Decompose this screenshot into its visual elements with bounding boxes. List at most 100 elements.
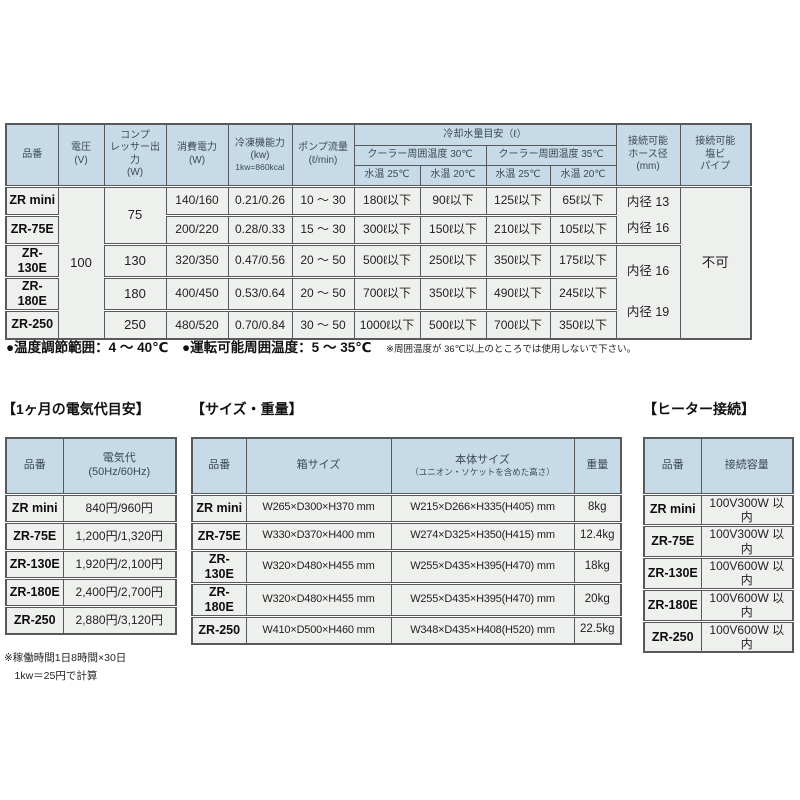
- cell-cooling-30-20: 150ℓ以下: [419, 213, 487, 245]
- table-row: ZR-250 250 480/520 0.70/0.84 30 ～ 50 100…: [5, 308, 751, 340]
- cell-model: ZR mini: [643, 492, 702, 527]
- cell-capacity: 100V600W 以内: [700, 619, 794, 653]
- cell-cost: 840円/960円: [62, 492, 177, 523]
- cell-cooling-35-25: 350ℓ以下: [485, 242, 551, 278]
- ambient-warning-note: ※周囲温度が 36℃以上のところでは使用しないで下さい。: [386, 344, 637, 355]
- cell-cooling-30-25: 300ℓ以下: [353, 213, 421, 245]
- cell-box-size: W320×D480×H455 mm: [245, 581, 392, 617]
- spec-header-water-25a: 水温 25℃: [353, 164, 421, 187]
- cell-model: ZR mini: [191, 492, 247, 523]
- cell-model: ZR-180E: [643, 587, 702, 622]
- cell-power: 320/350: [165, 242, 229, 278]
- cell-cost: 2,880円/3,120円: [62, 604, 177, 635]
- cell-model: ZR mini: [5, 492, 64, 523]
- cell-refrigeration: 0.53/0.64: [227, 275, 293, 311]
- cell-body-size: W348×D435×H408(H520) mm: [390, 614, 575, 645]
- spec-header-cooling-group: 冷却水量目安（ℓ）: [353, 123, 617, 146]
- cell-refrigeration: 0.28/0.33: [227, 213, 293, 245]
- cell-model: ZR mini: [5, 184, 59, 216]
- cell-cooling-30-20: 500ℓ以下: [419, 308, 487, 340]
- cell-capacity: 100V600W 以内: [700, 556, 794, 590]
- size-header-body: 本体サイズ （ユニオン・ソケットを含めた高さ）: [390, 437, 575, 495]
- cell-model: ZR-130E: [643, 556, 702, 590]
- cell-body-size: W255×D435×H395(H470) mm: [390, 581, 575, 617]
- cell-model: ZR-180E: [191, 581, 247, 617]
- spec-notes: ●温度調節範囲：4 ～ 40℃ ●運転可能周囲温度：5 ～ 35℃ ※周囲温度が…: [6, 336, 636, 357]
- cell-pump: 20 ～ 50: [291, 242, 355, 278]
- cell-cooling-35-20: 245ℓ以下: [549, 275, 617, 311]
- spec-header-pvc: 接続可能 塩ビ パイプ: [679, 123, 752, 187]
- cell-cooling-30-25: 500ℓ以下: [353, 242, 421, 278]
- cell-pump: 15 ～ 30: [291, 213, 355, 245]
- cell-model: ZR-130E: [5, 242, 59, 278]
- table-row: ZR-130E W320×D480×H455 mm W255×D435×H395(H…: [191, 548, 622, 584]
- spec-header-voltage: 電圧 (V): [57, 123, 105, 187]
- table-row: ZR-75E 200/220 0.28/0.33 15 ～ 30 300ℓ以下 …: [5, 213, 751, 245]
- cell-model: ZR-250: [5, 604, 64, 635]
- table-row: ZR-250 100V600W 以内: [643, 619, 794, 653]
- size-header-box: 箱サイズ: [245, 437, 392, 495]
- cell-compressor: 75: [103, 184, 167, 245]
- cell-hose-large: 内径 16 内径 19: [615, 242, 681, 340]
- cell-power: 400/450: [165, 275, 229, 311]
- spec-header-pump: ポンプ流量 (ℓ/min): [291, 123, 355, 187]
- cell-capacity: 100V300W 以内: [700, 492, 794, 527]
- cell-refrigeration: 0.47/0.56: [227, 242, 293, 278]
- cell-weight: 8kg: [573, 492, 622, 523]
- table-row: ZR-130E 130 320/350 0.47/0.56 20 ～ 50 50…: [5, 242, 751, 340]
- cell-body-size: W274×D325×H350(H415) mm: [390, 520, 575, 551]
- cell-cooling-30-25: 700ℓ以下: [353, 275, 421, 311]
- body-size-label: 本体サイズ: [455, 454, 510, 467]
- table-row: ZR mini 840円/960円: [5, 492, 177, 523]
- section-title-heater: 【ヒーター接続】: [643, 401, 755, 417]
- table-row: ZR-180E W320×D480×H455 mm W255×D435×H395(H…: [191, 581, 622, 617]
- cell-cooling-30-25: 1000ℓ以下: [353, 308, 421, 340]
- cell-model: ZR-75E: [643, 524, 702, 559]
- temperature-range-note: ●温度調節範囲：4 ～ 40℃ ●運転可能周囲温度：5 ～ 35℃: [6, 340, 372, 355]
- spec-table: 品番 電圧 (V) コンプ レッサー出力 (W) 消費電力 (W) 冷凍機能力 …: [5, 123, 753, 340]
- elec-header-hinban: 品番: [5, 437, 64, 495]
- size-weight-table: 品番 箱サイズ 本体サイズ （ユニオン・ソケットを含めた高さ） 重量 ZR min…: [191, 437, 622, 645]
- cell-power: 480/520: [165, 308, 229, 340]
- spec-header-water-20b: 水温 20℃: [549, 164, 617, 187]
- cell-capacity: 100V300W 以内: [700, 524, 794, 559]
- heater-header-hinban: 品番: [643, 437, 702, 495]
- table-row: ZR-250 W410×D500×H460 mm W348×D435×H408(H5…: [191, 614, 622, 645]
- section-title-size-weight: 【サイズ・重量】: [191, 401, 303, 417]
- table-row: ZR mini 100V300W 以内: [643, 492, 794, 527]
- cell-model: ZR-250: [5, 308, 59, 340]
- cell-compressor: 180: [103, 275, 167, 311]
- cell-weight: 22.5kg: [573, 614, 622, 645]
- cell-cooling-35-20: 105ℓ以下: [549, 213, 617, 245]
- spec-header-power: 消費電力 (W): [165, 123, 229, 187]
- table-row: ZR-130E 100V600W 以内: [643, 556, 794, 590]
- cell-pump: 30 ～ 50: [291, 308, 355, 340]
- electricity-table: 品番 電気代 (50Hz/60Hz) ZR mini 840円/960円 ZR-7…: [5, 437, 177, 635]
- cell-model: ZR-250: [191, 614, 247, 645]
- cell-pvc: 不可: [679, 184, 752, 340]
- table-row: ZR mini 100 75 140/160 0.21/0.26 10 ～ 30…: [5, 184, 752, 340]
- cell-compressor: 130: [103, 242, 167, 278]
- cell-cooling-35-20: 350ℓ以下: [549, 308, 617, 340]
- spec-header-compressor: コンプ レッサー出力 (W): [103, 123, 167, 187]
- cell-cooling-30-20: 90ℓ以下: [419, 184, 487, 216]
- cell-capacity: 100V600W 以内: [700, 587, 794, 622]
- cell-body-size: W255×D435×H395(H470) mm: [390, 548, 575, 584]
- cell-box-size: W410×D500×H460 mm: [245, 614, 392, 645]
- cell-model: ZR-180E: [5, 576, 64, 607]
- cell-cooling-35-25: 210ℓ以下: [485, 213, 551, 245]
- cell-model: ZR-180E: [5, 275, 59, 311]
- cell-cooling-35-25: 490ℓ以下: [485, 275, 551, 311]
- size-header-hinban: 品番: [191, 437, 247, 495]
- table-row: ZR-75E 100V300W 以内: [643, 524, 794, 559]
- cell-weight: 20kg: [573, 581, 622, 617]
- table-row: ZR-180E 100V600W 以内: [643, 587, 794, 622]
- electricity-footnote: ※稼働時間1日8時間×30日 1kw＝25円で計算: [4, 652, 127, 682]
- cell-model: ZR-250: [643, 619, 702, 653]
- heater-table: 品番 接続容量 ZR mini 100V300W 以内 ZR-75E 100V300…: [643, 437, 794, 654]
- cell-cooling-35-20: 65ℓ以下: [549, 184, 617, 216]
- spec-header-ambient-35: クーラー周囲温度 35℃: [485, 144, 617, 166]
- cell-compressor: 250: [103, 308, 167, 340]
- cell-model: ZR-75E: [5, 520, 64, 551]
